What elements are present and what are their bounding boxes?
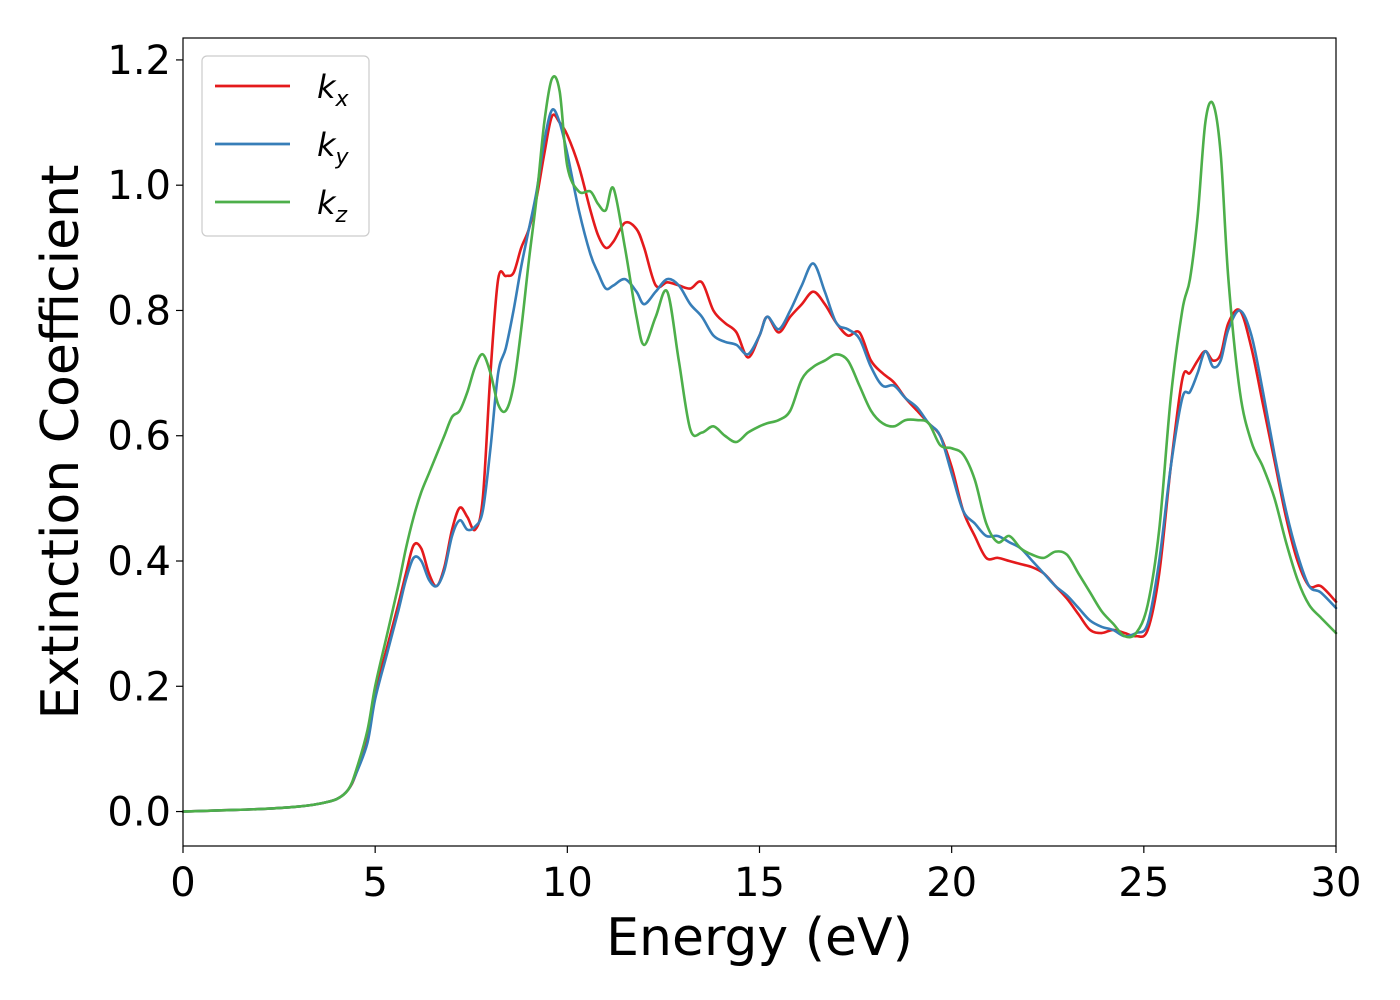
legend-box <box>201 55 370 237</box>
series-line-y <box>181 108 1338 813</box>
legend-items: kx ky kz <box>215 68 350 228</box>
y-tick-label: 0.0 <box>107 790 171 836</box>
legend: kx ky kz <box>201 55 370 237</box>
legend-entry-y: ky <box>215 126 350 170</box>
y-tick-label: 0.4 <box>107 539 171 585</box>
x-tick-label: 0 <box>170 860 195 906</box>
x-tick-label: 20 <box>926 860 977 906</box>
x-tick-label: 30 <box>1311 860 1362 906</box>
y-tick-label: 0.6 <box>107 414 171 460</box>
x-axis-label: Energy (eV) <box>606 908 913 968</box>
y-tick-label: 0.2 <box>107 664 171 710</box>
series-layer <box>181 75 1338 813</box>
x-tick-label: 25 <box>1118 860 1169 906</box>
legend-label-z: kz <box>317 184 348 228</box>
x-tick-label: 10 <box>542 860 593 906</box>
x-tick-label: 5 <box>362 860 387 906</box>
legend-entry-x: kx <box>215 68 350 112</box>
y-tick-label: 0.8 <box>107 288 171 334</box>
legend-entry-z: kz <box>215 184 348 228</box>
y-tick-label: 1.2 <box>107 38 171 84</box>
y-tick-label: 1.0 <box>107 163 171 209</box>
legend-label-x: kx <box>317 68 350 112</box>
ticks-layer: 0 5 10 15 20 25 30 0.0 0.2 0.4 0.6 0.8 1.0 1.2 <box>107 38 1361 906</box>
x-tick-label: 15 <box>734 860 785 906</box>
legend-label-y: ky <box>317 126 350 170</box>
y-axis-label: Extinction Coefficient <box>31 165 91 720</box>
series-line-z <box>181 75 1338 813</box>
